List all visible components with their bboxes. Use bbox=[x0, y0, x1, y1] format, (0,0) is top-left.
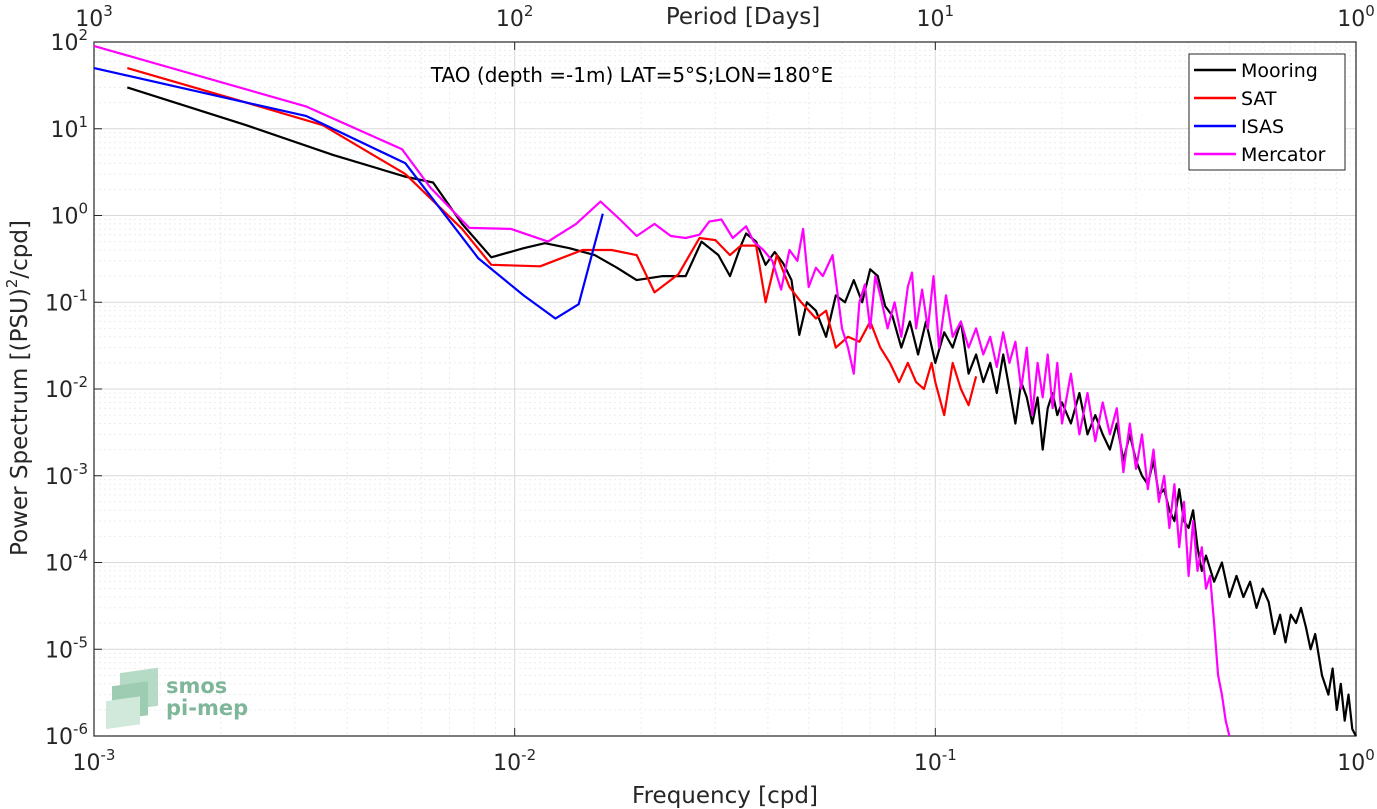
x-tick-label: 10-1 bbox=[914, 746, 957, 776]
top-tick-label: 102 bbox=[496, 2, 534, 32]
legend: Mooring SAT ISAS Mercator bbox=[1188, 53, 1346, 171]
smos-pi-mep-logo: smos pi-mep bbox=[106, 667, 248, 730]
grid bbox=[94, 42, 1356, 736]
y-tick-label: 101 bbox=[50, 113, 88, 143]
legend-label-isas: ISAS bbox=[1241, 116, 1284, 138]
y-axis-label-main: Power Spectrum [(PSU) bbox=[7, 288, 33, 556]
y-tick-label: 10-1 bbox=[45, 286, 88, 316]
axis-ticks: 10-3 10-2 10-1 100 102 101 100 10-1 10-2 10-3 10-4… bbox=[45, 2, 1375, 776]
y-tick-label: 10-2 bbox=[45, 373, 88, 403]
series-line-sat bbox=[126, 67, 978, 417]
series-line-mercator bbox=[93, 44, 1231, 737]
y-axis-label-tail: /cpd] bbox=[7, 220, 33, 279]
y-axis-label: Power Spectrum [(PSU)2/cpd] bbox=[3, 220, 33, 556]
logo-text-line2: pi-mep bbox=[166, 696, 248, 720]
top-tick-label: 100 bbox=[1337, 2, 1375, 32]
y-tick-label: 10-3 bbox=[45, 460, 88, 490]
series-line-isas bbox=[93, 67, 604, 320]
y-tick-label: 10-4 bbox=[45, 547, 88, 577]
legend-label-mercator: Mercator bbox=[1241, 144, 1326, 166]
series-line-mooring bbox=[126, 86, 1357, 737]
top-tick-label: 101 bbox=[917, 2, 955, 32]
top-tick-label: 103 bbox=[75, 2, 113, 32]
series-layer bbox=[93, 44, 1357, 737]
legend-label-mooring: Mooring bbox=[1241, 60, 1318, 82]
x-tick-label: 10-3 bbox=[73, 746, 116, 776]
y-axis-label-exp: 2 bbox=[3, 279, 21, 289]
y-tick-label: 102 bbox=[50, 26, 88, 56]
y-tick-label: 100 bbox=[50, 200, 88, 230]
legend-label-sat: SAT bbox=[1241, 88, 1277, 110]
x-axis-label: Frequency [cpd] bbox=[632, 783, 818, 809]
x-tick-label: 10-2 bbox=[493, 746, 536, 776]
logo-mark-icon bbox=[106, 667, 158, 730]
top-axis-label: Period [Days] bbox=[666, 4, 820, 30]
x-tick-label: 100 bbox=[1337, 746, 1375, 776]
y-tick-label: 10-5 bbox=[45, 633, 88, 663]
y-tick-label: 10-6 bbox=[45, 720, 88, 750]
chart-title: TAO (depth =-1m) LAT=5°S;LON=180°E bbox=[430, 63, 833, 87]
logo-text-line1: smos bbox=[166, 674, 227, 698]
